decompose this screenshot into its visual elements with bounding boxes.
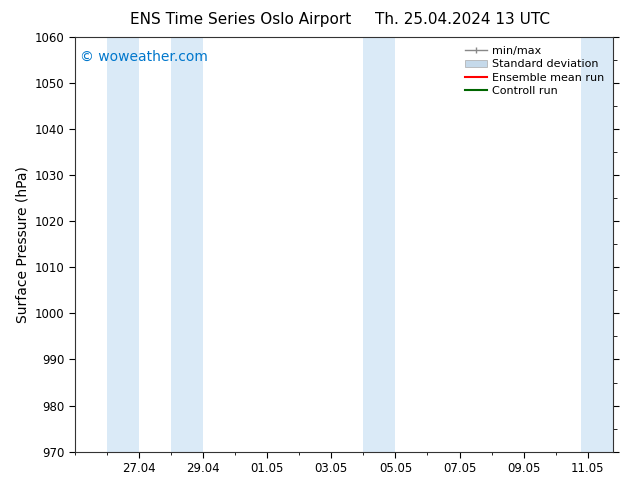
Y-axis label: Surface Pressure (hPa): Surface Pressure (hPa) xyxy=(15,166,29,323)
Bar xyxy=(171,37,203,452)
Bar xyxy=(363,37,396,452)
Bar xyxy=(107,37,139,452)
Text: ENS Time Series Oslo Airport: ENS Time Series Oslo Airport xyxy=(131,12,351,27)
Legend: min/max, Standard deviation, Ensemble mean run, Controll run: min/max, Standard deviation, Ensemble me… xyxy=(461,43,608,99)
Text: © woweather.com: © woweather.com xyxy=(80,49,208,64)
Bar xyxy=(581,37,614,452)
Text: Th. 25.04.2024 13 UTC: Th. 25.04.2024 13 UTC xyxy=(375,12,550,27)
